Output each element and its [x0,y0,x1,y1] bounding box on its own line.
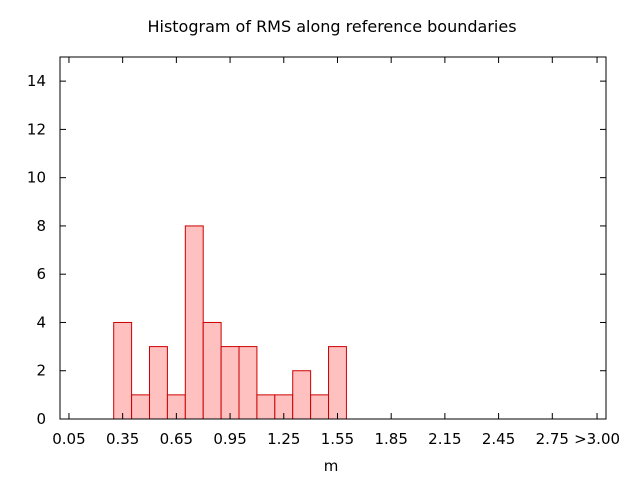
y-tick-label-0: 0 [36,410,46,428]
x-tick-label-4: 1.25 [267,430,300,448]
histogram-bar-2 [149,346,168,420]
y-tick-label-2: 2 [36,362,46,380]
x-tick-label-5: 1.55 [321,430,354,448]
x-tick-label-8: 2.45 [482,430,515,448]
chart-title: Histogram of RMS along reference boundar… [147,17,516,36]
histogram-bar-0 [113,321,133,420]
histogram-bar-6 [220,346,240,420]
y-tick-label-8: 8 [36,217,46,235]
histogram-bar-8 [256,394,276,420]
y-tick-label-10: 10 [27,169,46,187]
histogram-bar-12 [328,346,347,420]
histogram-bar-7 [238,346,258,420]
y-tick-label-6: 6 [36,265,46,283]
x-tick-label-0: 0.05 [52,430,85,448]
x-axis-label: m [324,457,339,475]
x-tick-label-3: 0.95 [213,430,246,448]
x-tick-label-2: 0.65 [160,430,193,448]
y-tick-label-12: 12 [27,120,46,138]
x-tick-label-10: >3.00 [574,430,620,448]
histogram-bar-4 [184,225,204,420]
y-tick-label-14: 14 [27,72,46,90]
histogram-bar-5 [202,321,222,420]
x-tick-label-7: 2.15 [428,430,461,448]
x-tick-label-9: 2.75 [536,430,569,448]
x-tick-label-1: 0.35 [106,430,139,448]
y-tick-label-4: 4 [36,313,46,331]
histogram-bar-10 [292,370,312,420]
plot-frame [59,56,607,420]
ticks-group: 0 2 4 6 8 10 12 14 0.05 0.35 0.65 0.95 1.25 1.55 1.85 2… [27,57,620,448]
histogram-bar-11 [310,394,330,420]
histogram-bar-1 [131,394,151,420]
x-tick-label-6: 1.85 [374,430,407,448]
bars-group [113,225,347,420]
